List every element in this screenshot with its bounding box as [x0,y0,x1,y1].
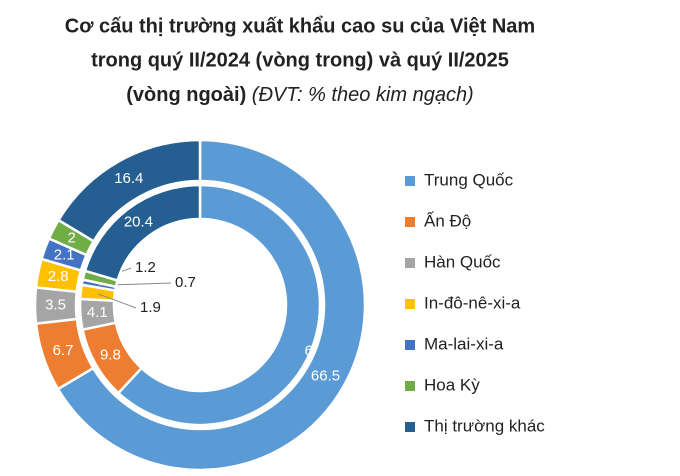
data-label: 6.7 [53,342,74,359]
data-label: 3.5 [45,296,66,313]
donut-segment [56,138,367,472]
legend-swatch [405,340,415,350]
unit-note: (ĐVT: % theo kim ngạch) [252,84,474,106]
data-label: 66.5 [311,368,340,385]
chart-title: Cơ cấu thị trường xuất khẩu cao su của V… [65,15,535,37]
data-label: 9.8 [100,347,121,364]
chart-title: trong quý II/2024 (vòng trong) và quý II… [91,49,509,71]
legend-swatch [405,176,415,186]
donut-segment [83,183,202,283]
data-label: 16.4 [114,170,143,187]
legend-swatch [405,217,415,227]
data-label: 4.1 [87,304,108,321]
legend-label: In-đô-nê-xi-a [424,293,521,312]
data-label: 2 [67,230,75,247]
legend-label: Ma-lai-xi-a [424,334,504,353]
legend-label: Hàn Quốc [424,252,501,271]
legend-swatch [405,258,415,268]
data-label: 0.7 [175,274,196,291]
data-label: 2.8 [48,268,69,285]
chart-title: (vòng ngoài) (ĐVT: % theo kim ngạch) [126,84,473,106]
data-label: 20.4 [124,213,153,230]
data-label: 1.9 [140,299,161,316]
data-label: 2.1 [54,247,75,264]
chart-title: (vòng ngoài) [126,84,246,106]
legend-swatch [405,299,415,309]
leader-line [97,293,137,309]
donut-segment [116,183,322,427]
legend-label: Thị trường khác [424,416,545,435]
legend-swatch [405,381,415,391]
legend-label: Trung Quốc [424,170,514,189]
legend-label: Hoa Kỳ [424,375,480,394]
legend-label: Ấn Độ [424,211,471,230]
data-label: 1.2 [135,259,156,276]
legend-swatch [405,422,415,432]
donut-segment [56,138,202,243]
